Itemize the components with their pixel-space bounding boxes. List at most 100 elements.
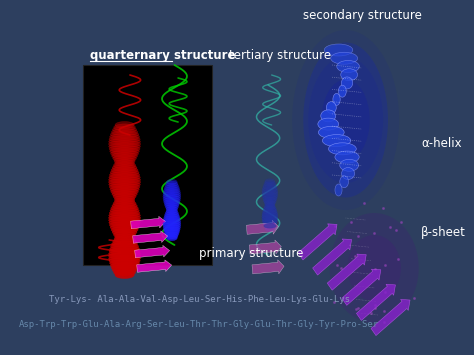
Ellipse shape	[263, 197, 277, 202]
FancyArrow shape	[246, 220, 279, 234]
Ellipse shape	[109, 212, 140, 219]
Ellipse shape	[262, 218, 278, 222]
Ellipse shape	[109, 248, 140, 255]
Ellipse shape	[321, 80, 370, 160]
Ellipse shape	[109, 250, 140, 257]
Ellipse shape	[110, 131, 139, 138]
FancyArrow shape	[298, 224, 337, 260]
Ellipse shape	[109, 141, 141, 148]
Ellipse shape	[166, 181, 178, 186]
Ellipse shape	[111, 264, 138, 271]
Ellipse shape	[115, 121, 134, 129]
Ellipse shape	[262, 193, 278, 197]
Ellipse shape	[109, 214, 141, 222]
Ellipse shape	[264, 224, 276, 228]
Ellipse shape	[165, 212, 179, 217]
Ellipse shape	[331, 52, 357, 64]
Ellipse shape	[111, 226, 138, 233]
Ellipse shape	[341, 77, 353, 89]
Text: secondary structure: secondary structure	[303, 10, 422, 22]
Ellipse shape	[262, 213, 278, 217]
Ellipse shape	[163, 224, 181, 230]
Ellipse shape	[319, 126, 344, 138]
Ellipse shape	[109, 217, 141, 224]
Ellipse shape	[163, 197, 181, 203]
Ellipse shape	[110, 150, 138, 157]
Ellipse shape	[165, 232, 179, 237]
Ellipse shape	[326, 102, 336, 114]
FancyArrow shape	[356, 284, 395, 321]
Ellipse shape	[110, 245, 139, 252]
FancyArrow shape	[371, 299, 410, 335]
Ellipse shape	[111, 205, 138, 212]
Ellipse shape	[109, 219, 140, 226]
Ellipse shape	[264, 225, 275, 230]
Ellipse shape	[109, 222, 140, 229]
FancyArrow shape	[327, 254, 366, 290]
Ellipse shape	[340, 176, 348, 188]
Ellipse shape	[318, 118, 338, 130]
Ellipse shape	[329, 213, 419, 323]
Ellipse shape	[166, 179, 177, 185]
Ellipse shape	[335, 151, 359, 163]
Ellipse shape	[163, 217, 181, 223]
Ellipse shape	[110, 186, 139, 193]
Ellipse shape	[114, 195, 135, 202]
Ellipse shape	[109, 257, 140, 264]
Ellipse shape	[109, 133, 140, 141]
Ellipse shape	[321, 110, 336, 122]
Ellipse shape	[165, 205, 178, 210]
Ellipse shape	[111, 129, 138, 136]
Ellipse shape	[115, 233, 135, 240]
Ellipse shape	[113, 155, 137, 162]
Ellipse shape	[109, 174, 140, 181]
Ellipse shape	[164, 189, 180, 194]
Ellipse shape	[113, 238, 137, 245]
Ellipse shape	[164, 214, 180, 219]
Ellipse shape	[264, 201, 276, 205]
Ellipse shape	[163, 221, 181, 226]
Ellipse shape	[165, 210, 178, 215]
Ellipse shape	[340, 159, 358, 171]
Ellipse shape	[264, 207, 276, 211]
Ellipse shape	[114, 269, 136, 276]
Ellipse shape	[163, 219, 181, 224]
Ellipse shape	[109, 209, 140, 217]
Ellipse shape	[109, 260, 140, 267]
Ellipse shape	[263, 208, 277, 213]
Ellipse shape	[112, 126, 137, 133]
Ellipse shape	[262, 190, 278, 194]
FancyArrow shape	[249, 240, 281, 254]
Ellipse shape	[165, 203, 179, 208]
Ellipse shape	[109, 255, 140, 262]
Ellipse shape	[110, 243, 138, 250]
Ellipse shape	[111, 152, 137, 159]
Ellipse shape	[110, 224, 139, 231]
Ellipse shape	[262, 188, 278, 192]
Ellipse shape	[110, 169, 139, 176]
Ellipse shape	[324, 44, 353, 56]
Ellipse shape	[265, 227, 275, 231]
Ellipse shape	[110, 148, 139, 155]
Ellipse shape	[114, 236, 135, 243]
Ellipse shape	[109, 181, 140, 188]
Ellipse shape	[165, 183, 179, 188]
Ellipse shape	[113, 162, 136, 169]
Ellipse shape	[164, 185, 179, 190]
Ellipse shape	[109, 176, 141, 183]
Ellipse shape	[262, 211, 278, 216]
Ellipse shape	[114, 124, 136, 131]
Ellipse shape	[342, 168, 355, 180]
FancyArrow shape	[313, 239, 352, 275]
Ellipse shape	[347, 235, 401, 301]
Ellipse shape	[265, 202, 275, 207]
Ellipse shape	[111, 241, 137, 247]
Ellipse shape	[109, 179, 141, 186]
Ellipse shape	[328, 143, 356, 155]
Ellipse shape	[109, 184, 140, 190]
Ellipse shape	[166, 208, 178, 213]
Ellipse shape	[264, 180, 275, 185]
Ellipse shape	[113, 200, 136, 207]
Ellipse shape	[264, 182, 276, 186]
Ellipse shape	[262, 214, 278, 219]
